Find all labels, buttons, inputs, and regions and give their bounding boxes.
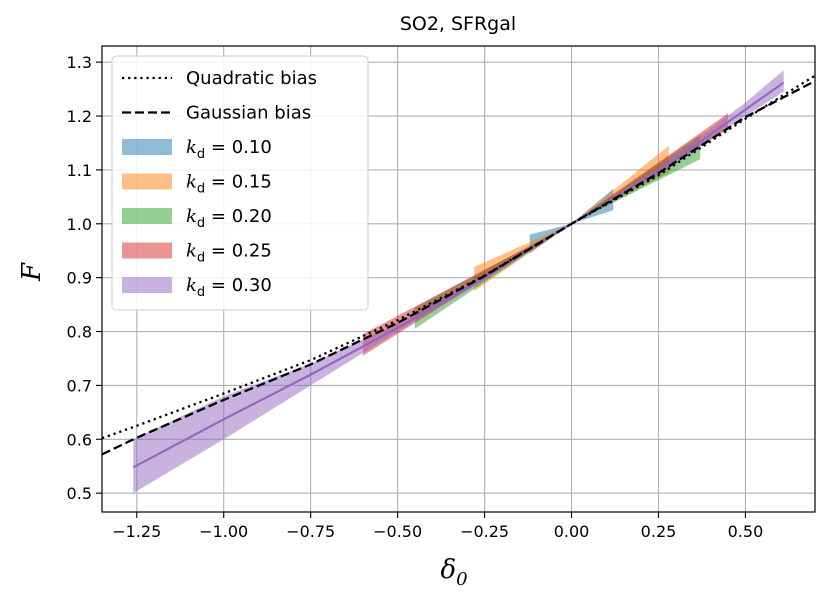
y-tick-label: 0.7 — [67, 376, 92, 395]
x-tick-label: −0.50 — [373, 522, 422, 541]
y-tick-label: 1.2 — [67, 107, 92, 126]
legend-k-subscript: d — [197, 147, 205, 162]
legend-k-subscript: d — [197, 251, 205, 266]
x-tick-label: −0.25 — [460, 522, 509, 541]
y-tick-label: 0.6 — [67, 430, 92, 449]
chart-title: SO2, SFRgal — [400, 13, 516, 35]
legend-k-value: = 0.15 — [205, 172, 272, 193]
legend-k-value: = 0.20 — [205, 206, 272, 227]
legend-label-k-0-20: kd = 0.20 — [186, 206, 272, 231]
x-tick-label: −1.00 — [199, 522, 248, 541]
x-axis-label-sub: 0 — [456, 569, 467, 590]
x-axis: −1.25 −1.00 −0.75 −0.50 −0.25 0.00 0.25 0.50 — [112, 512, 763, 541]
y-tick-label: 1.0 — [67, 215, 92, 234]
gaussian-bias-curve — [102, 79, 815, 456]
legend-k-subscript: d — [197, 216, 205, 231]
legend-swatch-k-0-15 — [122, 173, 172, 190]
x-tick-label: 0.50 — [728, 522, 764, 541]
legend-swatch-k-0-25 — [122, 242, 172, 259]
legend-k-subscript: d — [197, 182, 205, 197]
legend-k-symbol: k — [186, 241, 197, 262]
y-tick-label: 1.3 — [67, 53, 92, 72]
legend-k-value: = 0.25 — [205, 241, 272, 262]
x-tick-label: −1.25 — [112, 522, 161, 541]
legend-k-value: = 0.30 — [205, 275, 272, 296]
x-tick-label: 0.25 — [641, 522, 677, 541]
y-tick-label: 0.5 — [67, 484, 92, 503]
legend-label-k-0-25: kd = 0.25 — [186, 241, 272, 266]
y-axis: 0.5 0.6 0.7 0.8 0.9 1.0 1.1 1.2 1.3 — [67, 53, 102, 503]
legend-box — [111, 55, 369, 311]
quadratic-bias-curve — [102, 74, 815, 440]
y-tick-label: 0.9 — [67, 269, 92, 288]
x-tick-label: −0.75 — [286, 522, 335, 541]
legend-k-symbol: k — [186, 137, 197, 158]
legend-swatch-k-0-30 — [122, 277, 172, 293]
x-tick-label: 0.00 — [554, 522, 590, 541]
legend-k-symbol: k — [186, 172, 197, 193]
y-tick-label: 0.8 — [67, 323, 92, 342]
y-axis-label: F — [17, 262, 47, 282]
plot-frame — [101, 45, 816, 513]
legend-label-k-0-30: kd = 0.30 — [186, 275, 272, 300]
legend-label-quadratic: Quadratic bias — [186, 68, 317, 89]
legend-k-symbol: k — [186, 206, 197, 227]
mean-line-k-0-30 — [132, 81, 785, 469]
x-axis-label: δ0 — [440, 555, 467, 590]
x-axis-label-main: δ — [440, 555, 456, 585]
legend-label-gaussian: Gaussian bias — [186, 103, 311, 124]
band-k-0-30 — [133, 70, 784, 494]
curves-layer — [102, 74, 815, 456]
legend-swatch-k-0-10 — [122, 139, 172, 155]
legend-label-k-0-10: kd = 0.10 — [186, 137, 272, 162]
legend-label-k-0-15: kd = 0.15 — [186, 172, 272, 197]
legend-k-subscript: d — [197, 285, 205, 300]
legend-k-symbol: k — [186, 275, 197, 296]
y-tick-label: 1.1 — [67, 161, 92, 180]
legend-k-value: = 0.10 — [205, 137, 272, 158]
legend-swatch-k-0-20 — [122, 208, 172, 224]
